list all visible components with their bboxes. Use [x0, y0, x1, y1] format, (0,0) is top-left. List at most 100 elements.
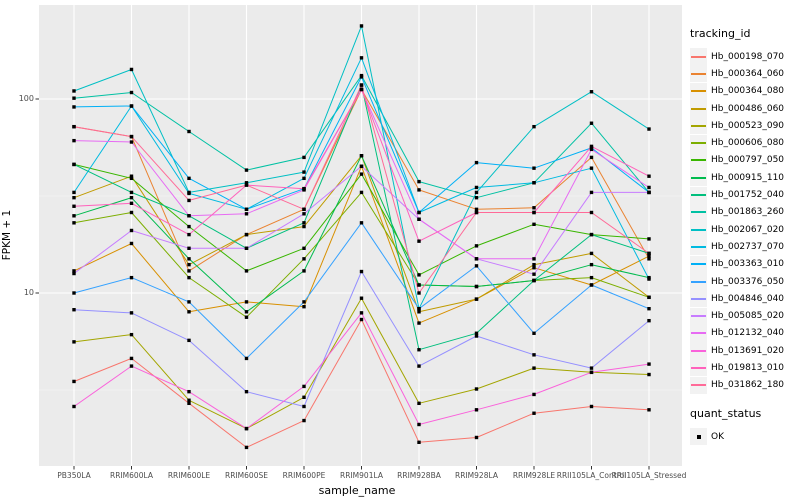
data-point — [187, 224, 191, 229]
data-point — [647, 295, 651, 300]
legend-label: Hb_000198_070 — [711, 51, 785, 62]
data-point — [72, 214, 76, 218]
data-point — [647, 254, 651, 258]
legend-entry: Hb_000606_080 — [690, 134, 798, 152]
data-point — [244, 356, 249, 361]
line-swatch-icon — [691, 72, 706, 75]
data-point — [474, 387, 479, 391]
legend-entry: Hb_000364_080 — [690, 82, 798, 100]
x-tick-label: RRIM600LE — [167, 471, 211, 480]
x-tick-label: RRIM928LA — [455, 471, 498, 480]
legend-label: Hb_000486_060 — [711, 103, 785, 114]
legend-title-tracking-id: tracking_id — [690, 27, 751, 40]
data-point — [302, 170, 306, 174]
legend-key — [690, 100, 707, 118]
data-point — [129, 241, 134, 246]
data-point — [129, 140, 134, 144]
data-point — [302, 384, 306, 389]
data-point — [72, 291, 76, 295]
legend-entry: Hb_000915_110 — [690, 169, 798, 187]
data-point — [589, 210, 594, 215]
legend-key — [690, 186, 707, 204]
data-point — [589, 121, 594, 125]
data-point — [589, 144, 594, 149]
legend-key — [690, 273, 707, 290]
data-point — [532, 366, 536, 370]
data-point — [359, 269, 364, 274]
data-point — [474, 185, 479, 190]
data-point — [187, 275, 191, 280]
legend-entry: Hb_012132_040 — [690, 324, 798, 342]
legend-label: Hb_000364_080 — [711, 86, 785, 97]
data-point — [532, 124, 536, 129]
y-axis-title: FPKM + 1 — [1, 209, 13, 261]
data-point — [244, 246, 249, 250]
legend-key — [690, 307, 707, 325]
square-point-icon — [696, 434, 701, 439]
data-point — [72, 404, 76, 409]
data-point — [302, 207, 306, 212]
data-point — [417, 364, 421, 368]
data-point — [187, 246, 191, 250]
x-tick-label: RRII105LA_Control — [556, 471, 627, 480]
data-point — [589, 232, 594, 237]
legend-label: OK — [711, 431, 724, 442]
data-point — [187, 257, 191, 261]
line-swatch-icon — [691, 211, 706, 214]
data-point — [72, 124, 76, 129]
data-point — [302, 212, 306, 216]
legend-key — [690, 82, 707, 100]
data-point — [532, 278, 536, 283]
data-point — [359, 75, 364, 79]
legend-label: Hb_003363_010 — [711, 259, 785, 270]
line-swatch-icon — [691, 55, 706, 58]
x-tick-label: RRIM600SE — [225, 471, 268, 480]
data-point — [72, 96, 76, 100]
data-point — [244, 269, 249, 273]
data-point — [302, 269, 306, 273]
data-point — [532, 411, 536, 415]
data-point — [589, 155, 594, 160]
data-point — [474, 297, 479, 301]
legend-entry: Hb_002737_070 — [690, 238, 798, 256]
data-point — [129, 311, 134, 315]
x-tick-label: RRIM928BA — [397, 471, 441, 480]
legend-key — [690, 342, 707, 360]
data-point — [417, 210, 421, 215]
data-point — [187, 262, 191, 267]
line-swatch-icon — [691, 315, 706, 318]
data-point — [244, 389, 249, 394]
legend: tracking_id Hb_000198_070 Hb_000364_060 Hb… — [690, 27, 798, 446]
data-point — [589, 366, 594, 370]
data-point — [474, 435, 479, 440]
data-point — [72, 340, 76, 344]
data-point — [532, 257, 536, 261]
data-point — [474, 408, 479, 412]
x-tick-label: RRIM600LA — [110, 471, 153, 480]
data-point — [72, 308, 76, 312]
data-point — [244, 181, 249, 185]
data-point — [417, 348, 421, 352]
data-point — [187, 129, 191, 134]
legend-entry: Hb_003363_010 — [690, 255, 798, 273]
legend-entry: Hb_001863_260 — [690, 203, 798, 221]
data-point — [589, 283, 594, 287]
data-point — [647, 257, 651, 261]
legend-label: Hb_000606_080 — [711, 138, 785, 149]
data-point — [129, 104, 134, 108]
data-point — [72, 138, 76, 143]
data-point — [72, 195, 76, 200]
data-point — [647, 362, 651, 366]
data-point — [474, 195, 479, 200]
x-tick-label: RRIM928LE — [512, 471, 556, 480]
legend-entry: Hb_005085_020 — [690, 307, 798, 325]
legend-title-quant-status: quant_status — [690, 406, 762, 420]
data-point — [302, 224, 306, 229]
data-point — [417, 310, 421, 314]
line-swatch-icon — [691, 384, 706, 387]
x-tick-label: PB350LA — [57, 471, 91, 480]
line-swatch-icon — [691, 124, 706, 127]
data-point — [72, 221, 76, 225]
